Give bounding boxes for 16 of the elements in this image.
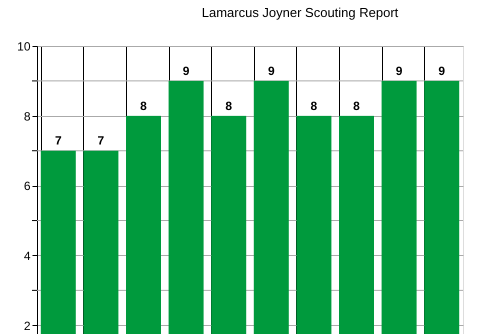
data-label: 8	[353, 98, 360, 113]
data-label: 9	[268, 64, 275, 78]
data-label: 8	[310, 98, 318, 113]
data-label: 7	[54, 134, 62, 148]
y-tick-label: 8	[24, 109, 31, 124]
data-label: 8	[140, 98, 148, 113]
chart-title: Lamarcus Joyner Scouting Report	[202, 5, 399, 20]
data-label: 7	[98, 134, 105, 148]
y-tick-label: 10	[17, 40, 31, 54]
data-label: 8	[225, 98, 232, 113]
data-label: 9	[438, 64, 446, 78]
y-tick-label: 4	[24, 248, 31, 263]
y-tick-label: 2	[24, 318, 31, 333]
y-tick-label: 6	[24, 179, 31, 194]
data-label: 9	[182, 64, 190, 78]
data-label: 9	[396, 64, 403, 78]
